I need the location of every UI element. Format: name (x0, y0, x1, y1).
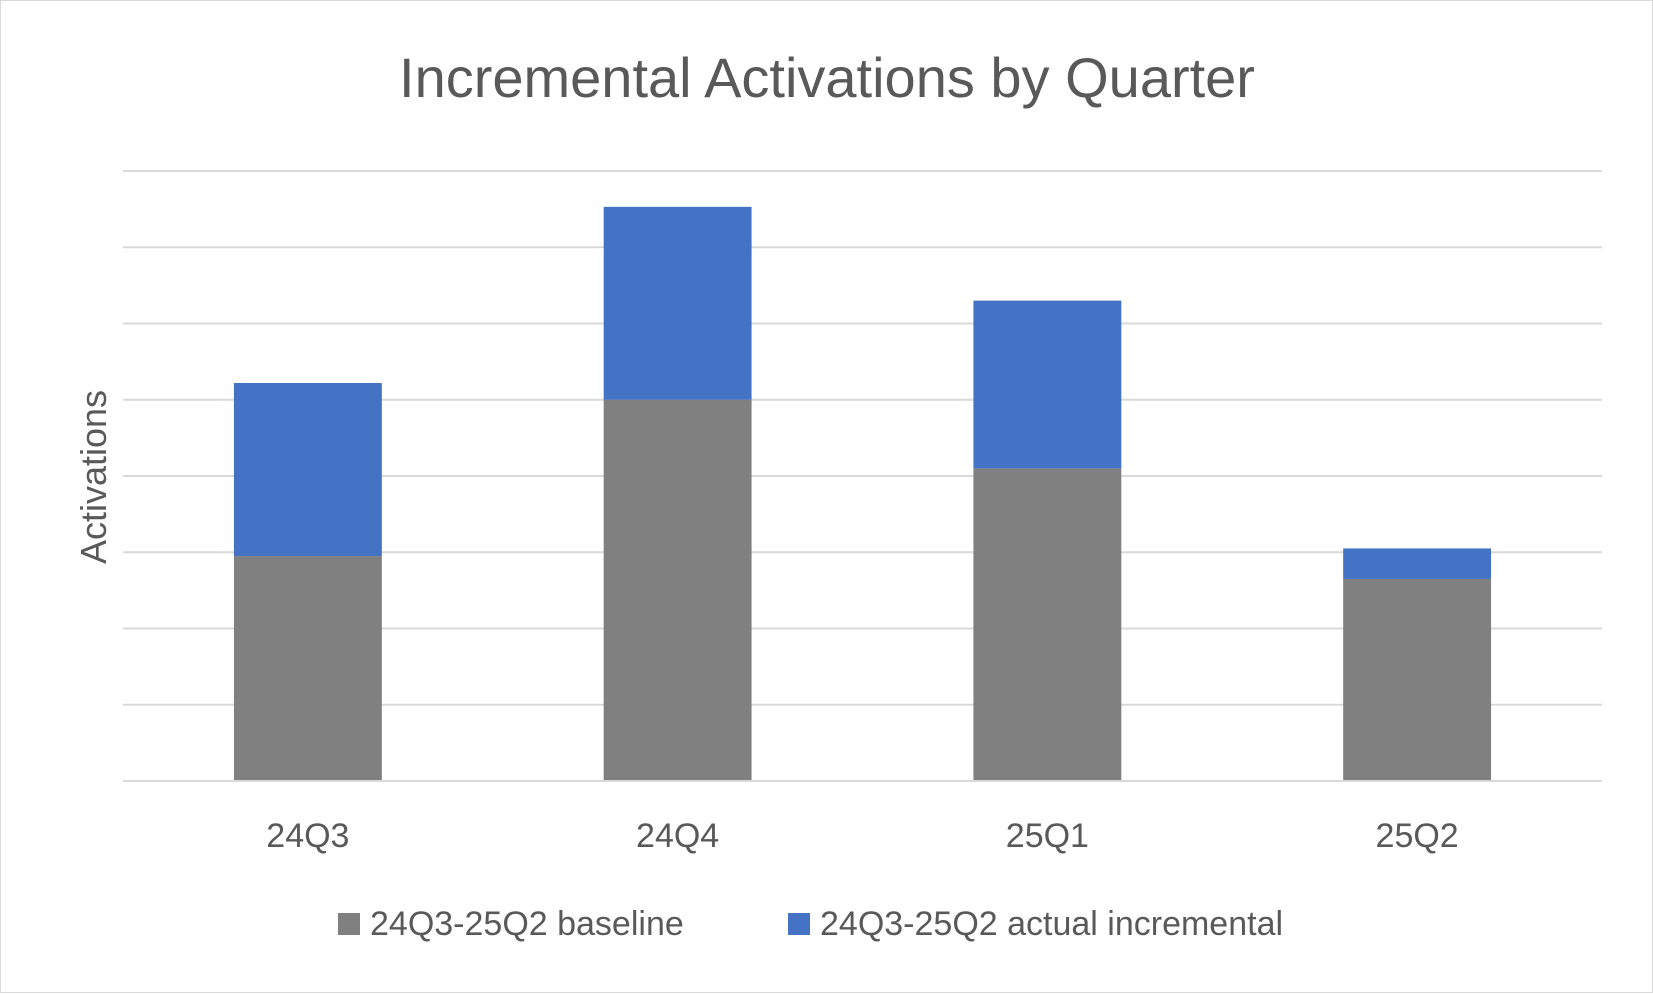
legend-swatch (338, 913, 360, 935)
x-tick-label: 25Q1 (1006, 817, 1089, 855)
bar-25q2-series-2 (1343, 548, 1492, 579)
bar-25q1-series-1 (973, 468, 1122, 781)
bar-24q3-series-2 (233, 382, 382, 557)
y-axis-label: Activations (73, 390, 114, 564)
legend: 24Q3-25Q2 baseline 24Q3-25Q2 actual incre… (338, 905, 1283, 943)
bars (233, 206, 1492, 781)
x-axis-ticks: 24Q3 24Q4 25Q1 25Q2 (266, 817, 1458, 855)
bar-25q1-series-2 (973, 300, 1122, 469)
x-tick-label: 25Q2 (1376, 817, 1459, 855)
bar-25q2-series-1 (1343, 578, 1492, 781)
x-tick-label: 24Q3 (266, 817, 349, 855)
x-tick-label: 24Q4 (636, 817, 719, 855)
chart-title: Incremental Activations by Quarter (399, 46, 1255, 109)
legend-label: 24Q3-25Q2 actual incremental (820, 905, 1283, 943)
bar-24q4-series-1 (603, 399, 752, 781)
bar-24q4-series-2 (603, 206, 752, 400)
legend-label: 24Q3-25Q2 baseline (370, 905, 684, 943)
legend-swatch (788, 913, 810, 935)
bar-24q3-series-1 (233, 556, 382, 781)
